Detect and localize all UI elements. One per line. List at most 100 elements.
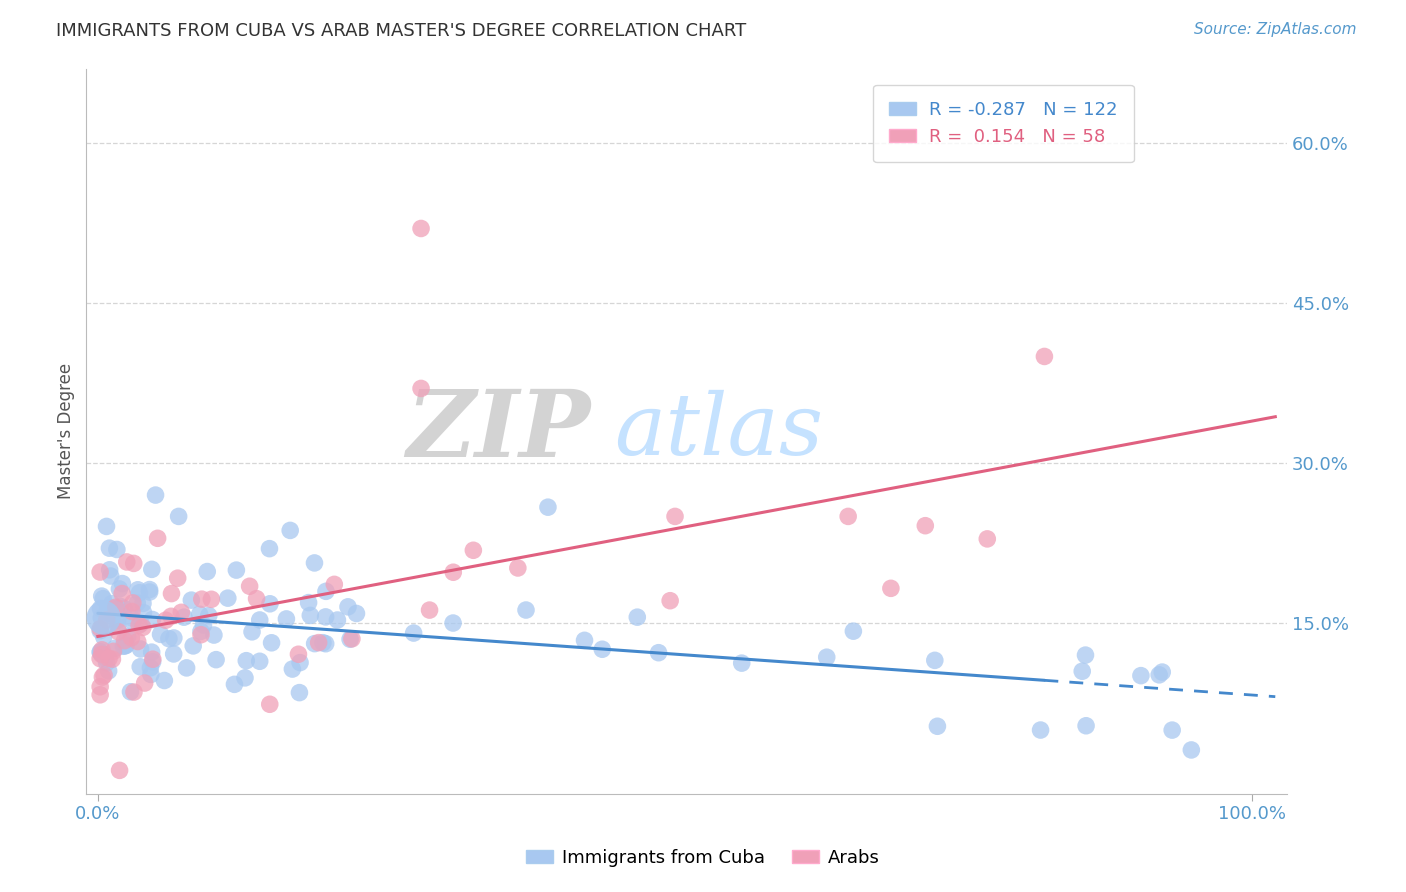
Point (927, 719, 949, 733)
Point (260, 636, 283, 650)
Point (842, 624, 865, 639)
Point (249, 654, 271, 668)
Point (141, 645, 163, 659)
Point (89, 622, 111, 636)
Point (664, 509, 686, 524)
Point (98, 541, 121, 556)
Point (121, 605, 143, 619)
Point (815, 650, 838, 665)
Point (149, 627, 172, 641)
Point (1029, 723, 1052, 737)
Point (304, 556, 326, 570)
Point (626, 610, 648, 624)
Point (96, 656, 118, 670)
Point (160, 609, 183, 624)
Point (98, 605, 121, 619)
Point (1033, 350, 1056, 364)
Point (278, 524, 301, 538)
Point (115, 638, 138, 652)
Point (441, 566, 464, 580)
Point (117, 630, 139, 644)
Point (924, 653, 946, 667)
Point (419, 603, 441, 617)
Point (181, 639, 204, 653)
Point (880, 582, 903, 596)
Point (976, 532, 998, 546)
Point (100, 569, 122, 583)
Point (122, 615, 145, 629)
Point (111, 576, 134, 591)
Point (506, 561, 529, 575)
Point (97, 664, 120, 678)
Point (127, 634, 149, 648)
Point (647, 646, 669, 660)
Point (93, 630, 115, 644)
Point (157, 632, 180, 646)
Point (96, 613, 118, 627)
Point (914, 518, 936, 533)
Point (100, 597, 122, 611)
Point (155, 613, 177, 627)
Point (515, 603, 537, 617)
Point (139, 667, 162, 681)
Point (89, 565, 111, 579)
Point (287, 647, 309, 661)
Point (299, 608, 322, 623)
Point (297, 596, 319, 610)
Point (120, 685, 142, 699)
Point (323, 577, 346, 591)
Point (127, 596, 149, 610)
Point (91, 670, 114, 684)
Point (97, 601, 120, 615)
Point (337, 599, 360, 614)
Point (138, 585, 160, 599)
Text: atlas: atlas (614, 390, 824, 473)
Point (659, 593, 682, 607)
Point (90, 645, 112, 659)
Point (463, 543, 485, 558)
Point (1129, 668, 1152, 682)
Point (288, 656, 311, 670)
Point (188, 607, 211, 622)
Point (101, 652, 124, 666)
Point (193, 618, 215, 632)
Point (91, 648, 114, 662)
Point (98, 651, 121, 665)
Point (141, 613, 163, 627)
Point (93, 668, 115, 682)
Point (245, 591, 267, 606)
Point (1161, 723, 1184, 738)
Point (94, 651, 117, 665)
Point (132, 606, 155, 620)
Point (142, 652, 165, 666)
Point (98, 563, 121, 577)
Point (1180, 743, 1202, 757)
Point (127, 582, 149, 597)
Point (1074, 719, 1097, 733)
Point (128, 618, 150, 632)
Point (205, 653, 228, 667)
Point (173, 610, 195, 624)
Point (129, 660, 152, 674)
Point (259, 597, 281, 611)
Point (591, 642, 613, 657)
Point (132, 596, 155, 610)
Text: Source: ZipAtlas.com: Source: ZipAtlas.com (1194, 22, 1357, 37)
Point (166, 571, 188, 585)
Point (160, 586, 183, 600)
Point (107, 624, 129, 639)
Point (409, 221, 432, 235)
Point (108, 764, 131, 778)
Point (153, 673, 176, 688)
Point (111, 586, 134, 600)
Point (163, 647, 186, 661)
Point (107, 619, 129, 633)
Point (1074, 648, 1097, 662)
Point (202, 628, 225, 642)
Y-axis label: Master's Degree: Master's Degree (58, 363, 75, 500)
Point (1147, 668, 1170, 682)
Point (141, 562, 163, 576)
Point (326, 613, 349, 627)
Legend: Immigrants from Cuba, Arabs: Immigrants from Cuba, Arabs (519, 842, 887, 874)
Point (146, 531, 169, 545)
